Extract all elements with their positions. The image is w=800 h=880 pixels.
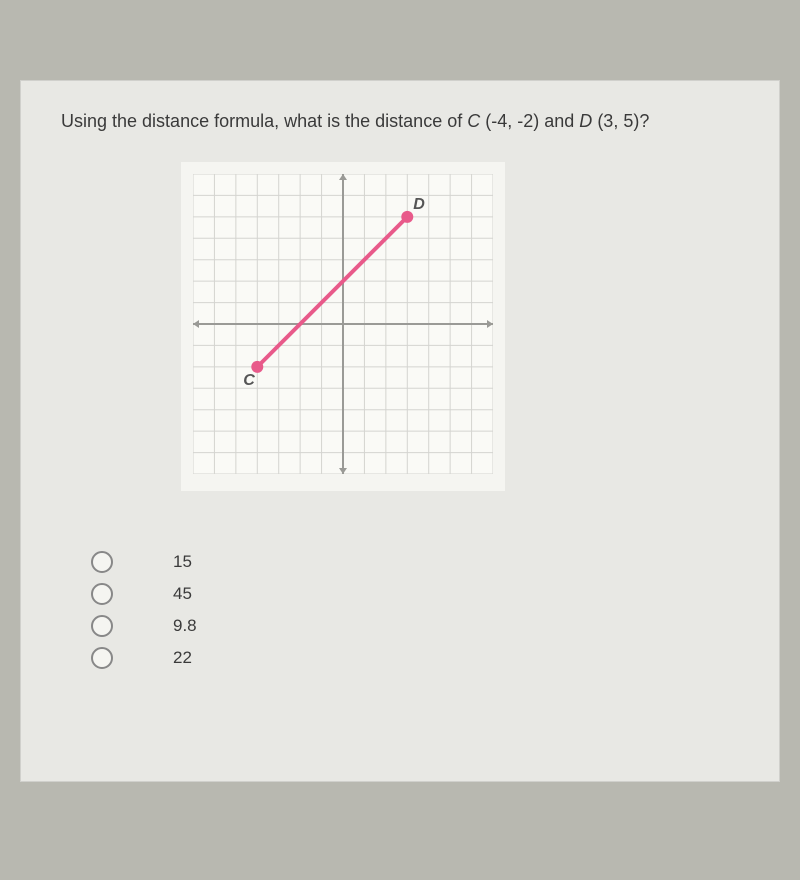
radio-button[interactable]: [91, 551, 113, 573]
answer-row: 45: [91, 583, 739, 605]
answer-choices: 15 45 9.8 22: [91, 551, 739, 669]
point-d-coords: (3, 5)?: [597, 111, 649, 131]
radio-button[interactable]: [91, 583, 113, 605]
coordinate-grid-container: CD: [181, 162, 505, 491]
point-c-label: C: [467, 111, 480, 131]
radio-button[interactable]: [91, 647, 113, 669]
question-card: Using the distance formula, what is the …: [20, 80, 780, 782]
answer-text: 15: [173, 552, 192, 572]
coordinate-grid: CD: [193, 174, 493, 474]
svg-text:D: D: [413, 196, 425, 213]
question-prefix: Using the distance formula, what is the …: [61, 111, 467, 131]
radio-button[interactable]: [91, 615, 113, 637]
answer-text: 9.8: [173, 616, 197, 636]
question-text: Using the distance formula, what is the …: [61, 111, 739, 132]
answer-row: 15: [91, 551, 739, 573]
svg-text:C: C: [243, 372, 255, 389]
answer-row: 9.8: [91, 615, 739, 637]
question-mid: and: [544, 111, 579, 131]
answer-text: 22: [173, 648, 192, 668]
answer-text: 45: [173, 584, 192, 604]
point-d-label: D: [579, 111, 592, 131]
point-c-coords: (-4, -2): [485, 111, 539, 131]
answer-row: 22: [91, 647, 739, 669]
